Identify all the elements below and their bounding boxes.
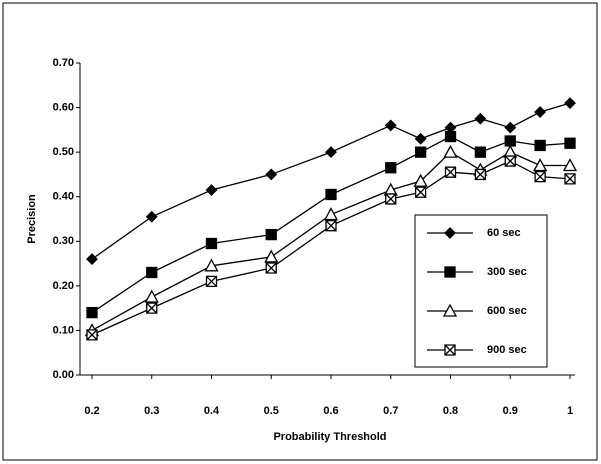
point	[144, 289, 159, 303]
point	[384, 119, 397, 132]
point	[504, 121, 517, 134]
legend-marker	[444, 227, 456, 239]
point	[414, 146, 427, 158]
point	[323, 207, 339, 221]
point	[534, 106, 547, 118]
legend-marker	[444, 266, 456, 278]
legend-marker	[442, 303, 458, 317]
point	[504, 135, 516, 147]
x-tick-label: 0.9	[503, 405, 518, 417]
point	[265, 262, 277, 274]
point	[86, 329, 98, 341]
point	[504, 155, 516, 167]
point	[146, 266, 158, 279]
point	[325, 220, 337, 232]
point	[564, 137, 576, 149]
x-tick-label: 1	[567, 405, 573, 417]
point	[534, 139, 546, 152]
point	[265, 228, 277, 241]
point	[205, 275, 218, 288]
y-tick-label: 0.60	[53, 101, 74, 113]
legend-label: 600 sec	[487, 305, 527, 317]
point	[146, 302, 158, 314]
point	[86, 253, 98, 266]
point	[264, 249, 279, 263]
x-tick-label: 0.6	[323, 405, 338, 417]
x-axis-label: Probability Threshold	[273, 431, 386, 443]
point	[86, 306, 98, 319]
point	[534, 171, 546, 183]
point	[205, 237, 218, 250]
x-tick-label: 0.2	[84, 405, 99, 417]
y-axis-label: Precision	[26, 194, 38, 244]
point	[443, 144, 458, 158]
point	[444, 130, 457, 143]
point	[265, 168, 278, 181]
x-tick-label: 0.4	[204, 405, 220, 417]
x-tick-label: 0.5	[264, 405, 279, 417]
point	[413, 173, 428, 187]
y-tick-label: 0.70	[53, 57, 74, 69]
point	[145, 210, 158, 223]
point	[205, 184, 218, 196]
point	[474, 112, 487, 125]
y-tick-label: 0.30	[53, 235, 74, 247]
y-tick-label: 0.00	[53, 369, 74, 381]
point	[325, 188, 337, 201]
point	[444, 166, 457, 178]
point	[385, 162, 397, 174]
point	[564, 173, 576, 185]
point	[474, 146, 487, 158]
point	[414, 186, 427, 198]
point	[414, 132, 427, 145]
y-tick-label: 0.40	[53, 191, 74, 203]
y-tick-label: 0.10	[53, 324, 74, 336]
legend-label: 300 sec	[487, 266, 527, 278]
point	[562, 158, 578, 172]
legend-label: 900 sec	[487, 344, 527, 356]
point	[474, 168, 487, 181]
y-tick-label: 0.50	[53, 146, 74, 158]
legend-label: 60 sec	[487, 227, 521, 239]
legend-box	[414, 214, 548, 368]
y-tick-label: 0.20	[53, 280, 74, 292]
x-tick-label: 0.7	[383, 405, 398, 417]
x-tick-label: 0.8	[443, 405, 458, 417]
point	[204, 258, 219, 272]
point	[564, 97, 576, 110]
series-line	[91, 102, 571, 260]
point	[385, 193, 397, 205]
point	[533, 158, 548, 172]
legend-marker	[444, 344, 456, 356]
point	[325, 146, 337, 159]
x-tick-label: 0.3	[144, 405, 159, 417]
